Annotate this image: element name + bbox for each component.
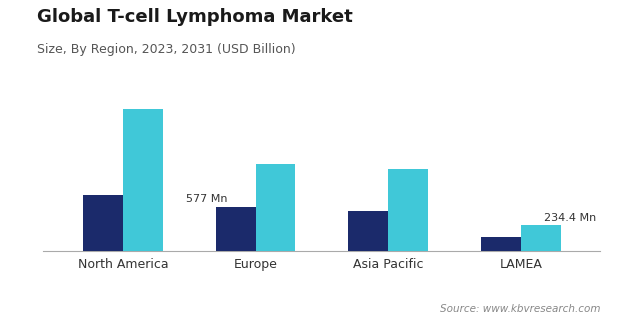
Text: Source: www.kbvresearch.com: Source: www.kbvresearch.com [440, 304, 600, 314]
Bar [521, 225, 561, 251]
Bar [348, 211, 388, 251]
Text: 234.4 Mn: 234.4 Mn [544, 213, 596, 223]
Bar [123, 109, 163, 251]
Bar [481, 237, 521, 251]
Bar [216, 207, 256, 251]
Text: Global T-cell Lymphoma Market: Global T-cell Lymphoma Market [37, 8, 353, 26]
Bar [388, 169, 428, 251]
Bar [83, 195, 123, 251]
Text: Size, By Region, 2023, 2031 (USD Billion): Size, By Region, 2023, 2031 (USD Billion… [37, 43, 296, 56]
Bar [256, 164, 295, 251]
Text: 577 Mn: 577 Mn [186, 194, 227, 204]
